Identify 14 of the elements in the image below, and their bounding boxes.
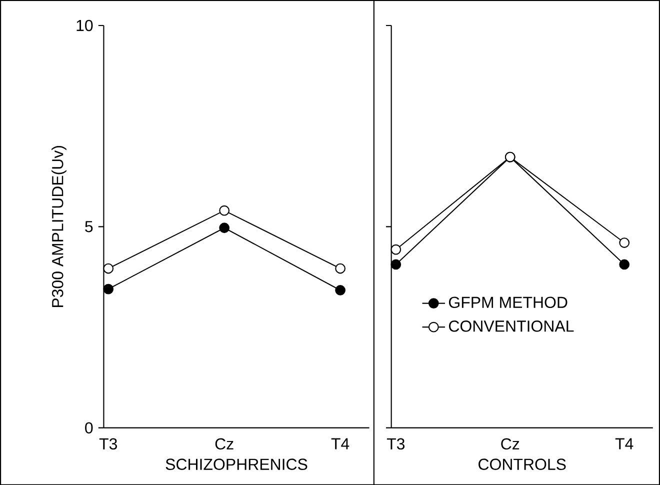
y-axis-title: P300 AMPLITUDE(Uv) <box>52 146 66 307</box>
x-tick-label: T4 <box>615 438 634 450</box>
y-tick-label: 5 <box>85 220 93 232</box>
y-tick-label: 10 <box>76 20 93 31</box>
legend-label: CONVENTIONAL <box>449 320 574 332</box>
x-tick-label: Cz <box>215 438 234 450</box>
x-axis-title: CONTROLS <box>478 458 566 470</box>
x-tick-label: T3 <box>386 438 405 450</box>
x-axis-title: SCHIZOPHRENICS <box>166 458 308 470</box>
legend-label: GFPM METHOD <box>448 296 568 308</box>
x-tick-label: T4 <box>331 438 350 450</box>
y-tick-label: 0 <box>85 422 93 434</box>
x-tick-label: Cz <box>501 438 520 450</box>
x-tick-label: T3 <box>99 438 117 450</box>
